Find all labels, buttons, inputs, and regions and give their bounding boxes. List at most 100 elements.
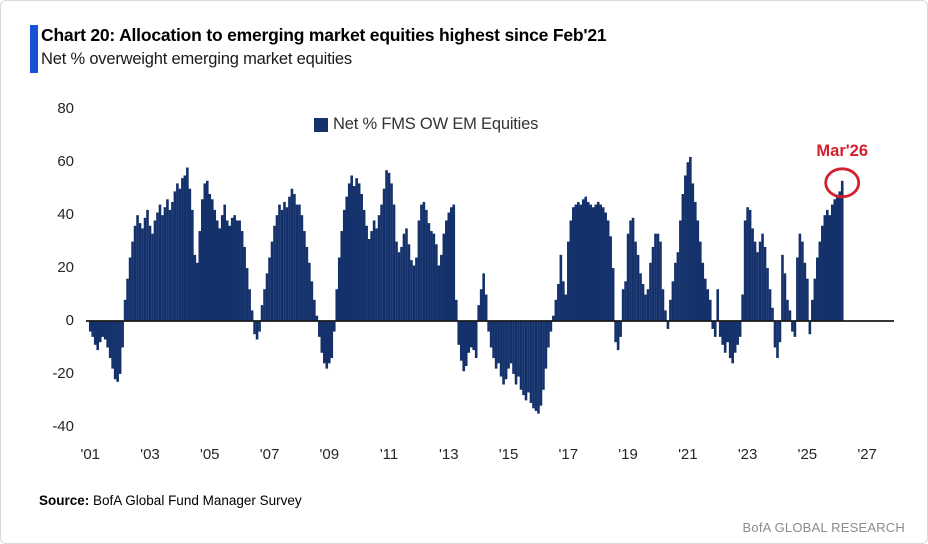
bar — [676, 252, 680, 321]
bar — [275, 215, 279, 321]
bar — [248, 289, 251, 321]
bar — [604, 212, 607, 321]
x-tick-label: '25 — [797, 446, 818, 463]
bar — [798, 233, 802, 321]
bar — [666, 321, 670, 329]
bar — [310, 281, 314, 321]
bar — [315, 315, 319, 321]
bar — [606, 220, 610, 321]
x-tick-label: '23 — [737, 446, 758, 463]
bar — [293, 194, 296, 321]
bar — [459, 321, 463, 361]
bar — [539, 321, 543, 406]
bar — [377, 215, 381, 321]
bar — [258, 321, 261, 332]
bar — [594, 204, 598, 321]
bar — [412, 265, 416, 321]
bar — [203, 183, 207, 321]
bar — [233, 215, 236, 321]
bar — [340, 231, 344, 321]
bar — [487, 321, 490, 332]
bar — [778, 321, 782, 343]
bar — [698, 241, 702, 321]
bar — [462, 321, 466, 372]
bar — [143, 217, 147, 321]
bar — [163, 207, 167, 321]
bar — [733, 321, 737, 353]
bar — [385, 170, 388, 321]
bar — [183, 175, 187, 321]
bar — [457, 321, 461, 345]
bar — [646, 289, 650, 321]
bar — [198, 231, 202, 321]
bar — [497, 321, 500, 364]
bar — [494, 321, 498, 369]
bar — [445, 220, 448, 321]
bar — [626, 233, 630, 321]
bar — [661, 289, 665, 321]
bar — [552, 315, 555, 321]
plot-svg — [86, 156, 894, 414]
bar — [629, 220, 632, 321]
bar — [178, 188, 182, 321]
bar — [88, 321, 92, 332]
bar — [133, 225, 137, 321]
bar — [681, 194, 685, 321]
bar — [387, 172, 391, 321]
bar — [176, 183, 179, 321]
bar — [776, 321, 779, 359]
bar — [654, 233, 657, 321]
bar — [395, 241, 398, 321]
chart-title: Chart 20: Allocation to emerging market … — [41, 25, 607, 45]
bar — [835, 196, 839, 321]
source-text: BofA Global Fund Manager Survey — [89, 493, 302, 508]
bar — [153, 220, 157, 321]
bar — [691, 183, 695, 321]
bar — [382, 188, 386, 321]
bar — [330, 321, 334, 359]
bar — [370, 231, 373, 321]
bar — [504, 321, 508, 380]
bar — [220, 215, 224, 321]
bar — [138, 223, 142, 321]
bar — [828, 215, 832, 321]
bar — [156, 212, 159, 321]
bar — [674, 262, 677, 321]
bar — [116, 321, 119, 382]
bar — [223, 204, 227, 321]
bar — [91, 321, 95, 337]
bar — [768, 289, 772, 321]
bar — [305, 246, 309, 321]
bar — [392, 204, 396, 321]
bar — [738, 321, 742, 337]
bar — [126, 278, 129, 321]
bar — [718, 321, 722, 337]
chart-subtitle: Net % overweight emerging market equitie… — [41, 50, 352, 68]
bar — [813, 278, 817, 321]
x-tick-label: '11 — [379, 446, 399, 463]
bar — [793, 321, 797, 337]
bar — [98, 321, 102, 343]
bar — [574, 204, 578, 321]
bar — [360, 194, 363, 321]
bar — [542, 321, 545, 390]
bar — [572, 207, 575, 321]
bar — [512, 321, 515, 374]
bar — [808, 321, 812, 335]
bar — [352, 186, 356, 321]
bar — [318, 321, 321, 337]
bar — [146, 209, 149, 321]
bar — [390, 183, 393, 321]
bar — [579, 204, 583, 321]
bar — [400, 246, 403, 321]
bar — [741, 294, 744, 321]
bar — [106, 321, 109, 348]
bar — [564, 294, 568, 321]
bar — [507, 321, 510, 369]
bar — [367, 238, 371, 321]
bar — [549, 321, 553, 332]
bar — [186, 167, 189, 321]
bar — [721, 321, 725, 345]
bar — [711, 321, 715, 329]
bar — [228, 225, 231, 321]
